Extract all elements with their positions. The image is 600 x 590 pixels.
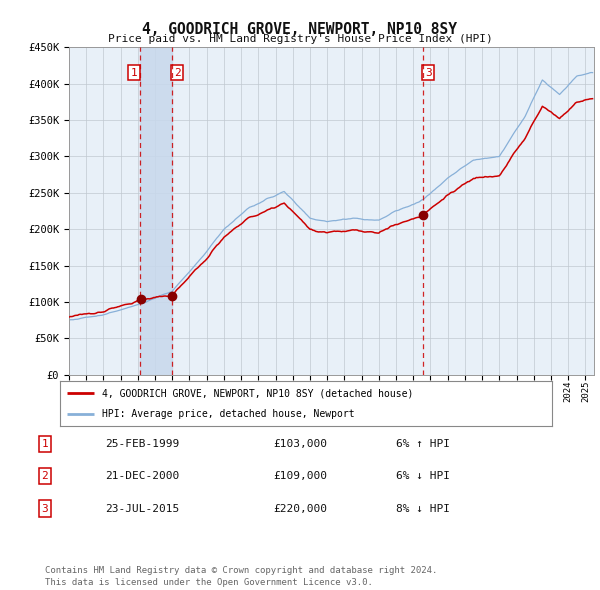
Text: 23-JUL-2015: 23-JUL-2015	[105, 504, 179, 513]
Text: 6% ↓ HPI: 6% ↓ HPI	[396, 471, 450, 481]
Bar	[140, 47, 172, 375]
Text: 1: 1	[131, 68, 138, 78]
Text: 3: 3	[425, 68, 432, 78]
Text: 8% ↓ HPI: 8% ↓ HPI	[396, 504, 450, 513]
Text: 1: 1	[41, 439, 49, 448]
Text: 6% ↑ HPI: 6% ↑ HPI	[396, 439, 450, 448]
Text: £109,000: £109,000	[273, 471, 327, 481]
Text: 4, GOODRICH GROVE, NEWPORT, NP10 8SY: 4, GOODRICH GROVE, NEWPORT, NP10 8SY	[143, 22, 458, 37]
Text: 2: 2	[41, 471, 49, 481]
Text: 25-FEB-1999: 25-FEB-1999	[105, 439, 179, 448]
Text: 4, GOODRICH GROVE, NEWPORT, NP10 8SY (detached house): 4, GOODRICH GROVE, NEWPORT, NP10 8SY (de…	[102, 388, 413, 398]
Text: 21-DEC-2000: 21-DEC-2000	[105, 471, 179, 481]
Text: Contains HM Land Registry data © Crown copyright and database right 2024.
This d: Contains HM Land Registry data © Crown c…	[45, 566, 437, 587]
Text: Price paid vs. HM Land Registry's House Price Index (HPI): Price paid vs. HM Land Registry's House …	[107, 34, 493, 44]
Text: 2: 2	[174, 68, 181, 78]
Text: £103,000: £103,000	[273, 439, 327, 448]
Text: £220,000: £220,000	[273, 504, 327, 513]
Text: 3: 3	[41, 504, 49, 513]
Text: HPI: Average price, detached house, Newport: HPI: Average price, detached house, Newp…	[102, 409, 355, 419]
